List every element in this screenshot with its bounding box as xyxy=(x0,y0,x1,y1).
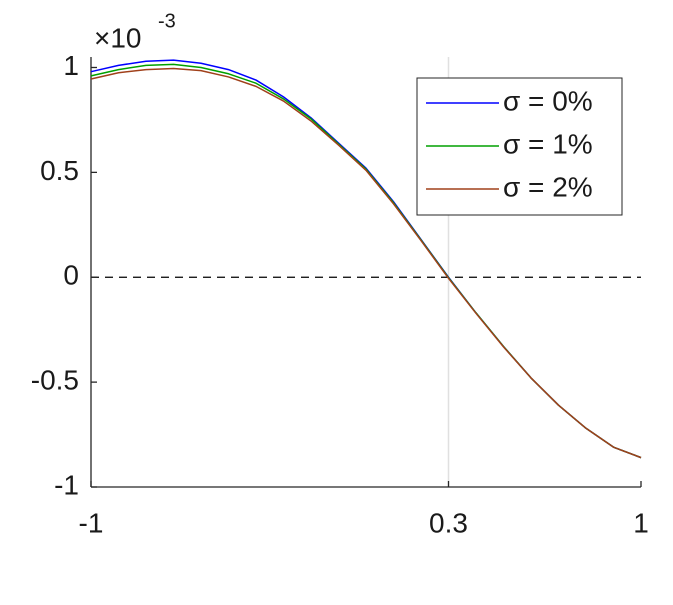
y-tick-label: -0.5 xyxy=(31,365,79,396)
y-multiplier-exponent: -3 xyxy=(158,10,176,32)
x-tick-label: 1 xyxy=(633,507,649,538)
legend-label: σ = 0% xyxy=(503,85,593,116)
series-line xyxy=(90,67,642,459)
y-tick-label: 0 xyxy=(63,260,79,291)
y-tick-label: 0.5 xyxy=(40,155,79,186)
legend-label: σ = 1% xyxy=(503,128,593,159)
x-tick-label: 0.3 xyxy=(429,507,468,538)
y-tick-label: 1 xyxy=(63,50,79,81)
x-tick-label: -1 xyxy=(79,507,104,538)
legend-label: σ = 2% xyxy=(503,171,593,202)
y-multiplier-base: ×10 xyxy=(94,22,142,53)
y-tick-label: -1 xyxy=(54,469,79,500)
